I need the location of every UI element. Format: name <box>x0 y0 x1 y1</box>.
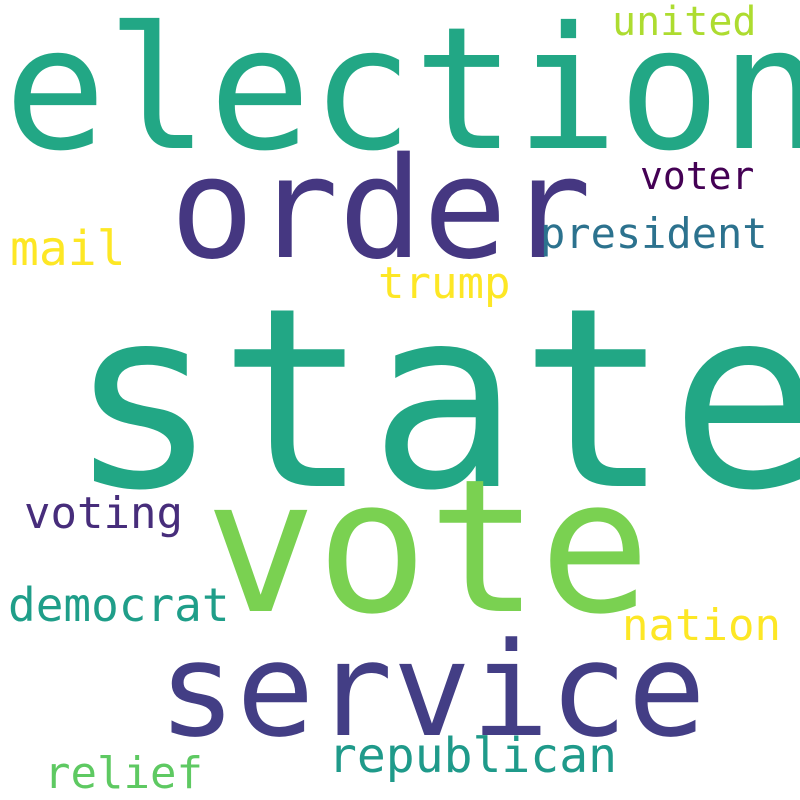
word-mail: mail <box>10 221 126 277</box>
word-nation: nation <box>622 600 781 651</box>
word-republican: republican <box>328 728 617 784</box>
word-democrat: democrat <box>8 578 230 632</box>
word-united: united <box>612 0 757 45</box>
word-order: order <box>170 128 592 291</box>
word-vote: vote <box>205 439 651 655</box>
word-president: president <box>540 209 768 258</box>
word-service: service <box>158 614 706 766</box>
word-relief: relief <box>44 748 203 799</box>
word-election: election <box>4 0 800 189</box>
word-trump: trump <box>378 258 511 309</box>
word-voting: voting <box>24 488 183 539</box>
word-voter: voter <box>640 154 755 198</box>
word-state: state <box>68 254 800 545</box>
